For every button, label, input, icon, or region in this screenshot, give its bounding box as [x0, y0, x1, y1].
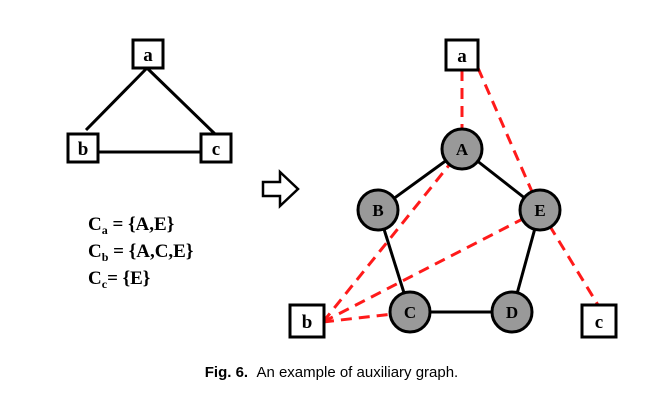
set-Ca-value: {A,E} — [128, 214, 175, 235]
edge-a-c — [145, 66, 217, 136]
set-Cc-eq: = — [107, 268, 123, 289]
dashed-b-A — [321, 148, 464, 323]
left-node-b: b — [66, 132, 100, 164]
left-node-b-label: b — [78, 139, 89, 160]
aux-node-b: b — [288, 303, 326, 339]
set-Ca-eq: = — [107, 214, 129, 235]
caption-label: Fig. 6. — [204, 364, 249, 381]
set-Cc: Cc= {E} — [88, 268, 150, 292]
figure-caption: Fig. 6. An example of auxiliary graph. — [0, 364, 663, 381]
aux-node-a: a — [444, 38, 480, 72]
edge-a-b — [84, 66, 149, 132]
transform-arrow-icon — [261, 169, 300, 209]
aux-node-C-label: C — [404, 303, 416, 322]
set-Ca: Ca = {A,E} — [88, 214, 174, 238]
set-Cc-sub: c — [101, 277, 108, 291]
set-Cb-value: {A,C,E} — [128, 241, 194, 262]
set-Ca-var: C — [88, 214, 102, 235]
aux-node-a-label: a — [457, 46, 467, 67]
aux-node-E-label: E — [534, 201, 545, 220]
aux-node-A-label: A — [456, 140, 469, 159]
aux-node-A: A — [440, 127, 484, 171]
dashed-a-E — [476, 67, 542, 211]
aux-node-E: E — [518, 188, 562, 232]
set-Cb-var: C — [88, 241, 102, 262]
aux-node-D: D — [490, 290, 534, 334]
aux-node-c: c — [580, 303, 618, 339]
set-Cb-eq: = — [108, 241, 129, 262]
left-node-a: a — [131, 38, 165, 70]
auxiliary-graph-figure: a b c a — [66, 38, 618, 339]
left-node-a-label: a — [143, 45, 153, 66]
auxiliary-graph: a b c A B C D E — [288, 38, 618, 339]
set-Cc-var: C — [88, 268, 102, 289]
set-Ca-sub: a — [101, 223, 108, 237]
aux-node-C: C — [388, 290, 432, 334]
set-Cb-sub: b — [101, 250, 109, 264]
aux-node-B-label: B — [372, 201, 383, 220]
set-Cc-value: {E} — [122, 268, 151, 289]
aux-node-b-label: b — [302, 312, 313, 333]
set-Cb: Cb = {A,C,E} — [88, 241, 193, 265]
original-graph: a b c — [66, 38, 233, 164]
left-node-c-label: c — [212, 139, 220, 160]
aux-node-D-label: D — [506, 303, 518, 322]
caption-text: An example of auxiliary graph. — [256, 364, 459, 381]
aux-node-B: B — [356, 188, 400, 232]
dashed-b-E — [322, 208, 541, 324]
aux-node-c-label: c — [595, 312, 603, 333]
left-node-c: c — [199, 132, 233, 164]
